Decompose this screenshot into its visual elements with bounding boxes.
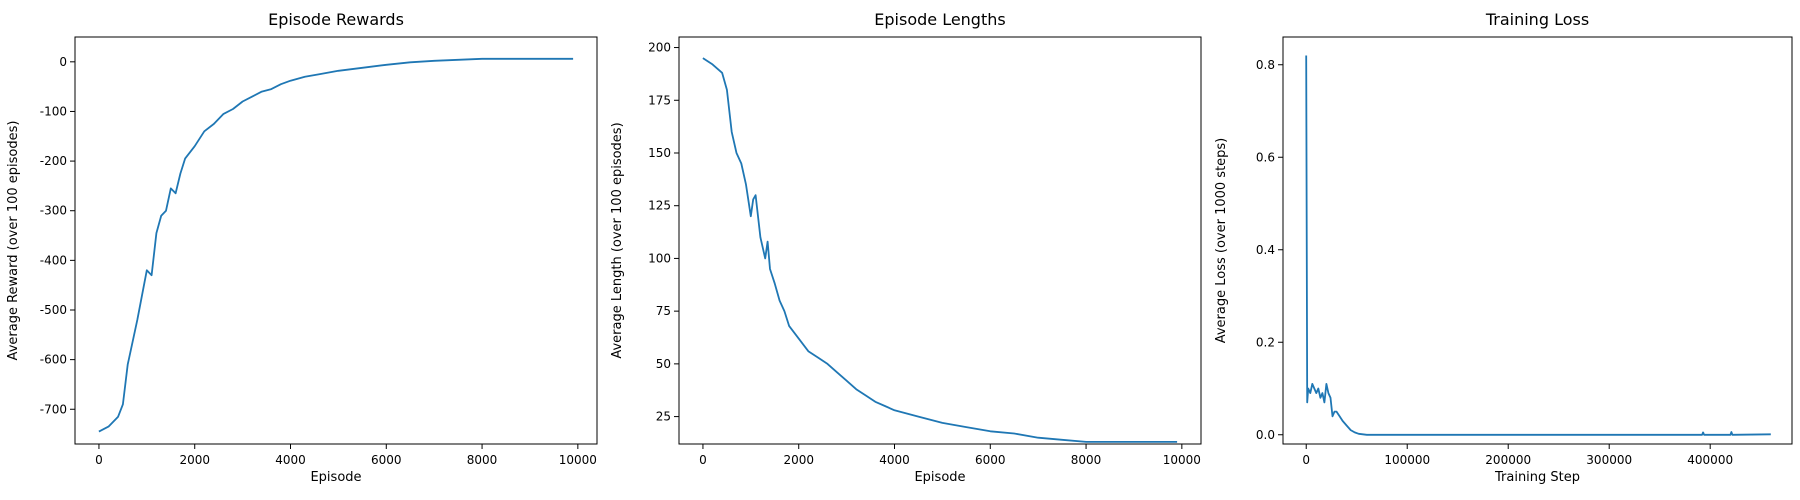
x-tick-label: 2000 [179,453,210,467]
y-tick-label: -400 [40,253,67,267]
y-tick-label: -300 [40,204,67,218]
y-axis-label: Average Length (over 100 episodes) [610,122,625,358]
y-tick-label: 150 [648,146,671,160]
x-tick-label: 100000 [1384,453,1430,467]
series-line-1 [702,57,1178,443]
x-tick-label: 0 [95,453,103,467]
y-tick-label: 200 [648,41,671,55]
x-tick-label: 8000 [1071,453,1102,467]
x-axis-label: Episode [914,470,965,485]
chart-panel-2: Episode Lengths 0 2000 4000 6000 8000 10000 25 5… [610,10,1202,485]
x-tick-label: 10000 [559,453,597,467]
x-tick-label: 400000 [1687,453,1733,467]
y-tick-label: -200 [40,154,67,168]
y-axis-label: Average Loss (over 1000 steps) [1214,138,1229,344]
y-tick-label: 0 [59,55,67,69]
x-tick-label: 4000 [879,453,910,467]
y-tick-label: -500 [40,303,67,317]
series-line-1 [1305,55,1771,436]
y-tick-label: 75 [656,304,671,318]
plot-frame [74,36,598,445]
chart-title: Episode Rewards [268,10,404,29]
y-tick-label: 50 [656,357,671,371]
y-tick-label: -700 [40,402,67,416]
x-tick-label: 2000 [783,453,814,467]
x-tick-label: 300000 [1586,453,1632,467]
y-tick-label: 0.2 [1256,335,1275,349]
x-tick-label: 10000 [1163,453,1201,467]
series-line-1 [98,57,574,433]
plot-frame [1282,36,1793,445]
y-tick-label: 0.0 [1256,428,1275,442]
y-tick-label: 100 [648,251,671,265]
x-axis-label: Episode [310,470,361,485]
chart-panel-1: Episode Rewards 0 2000 4000 6000 8000 10000 -70… [6,10,598,485]
x-tick-label: 200000 [1485,453,1531,467]
plot-frame [678,36,1202,445]
y-tick-label: -100 [40,104,67,118]
y-tick-label: 0.6 [1256,150,1275,164]
y-tick-label: 0.4 [1256,243,1275,257]
x-tick-label: 4000 [275,453,306,467]
x-tick-label: 6000 [975,453,1006,467]
y-tick-label: 25 [656,410,671,424]
chart-title: Training Loss [1485,10,1589,29]
x-tick-label: 0 [699,453,707,467]
x-tick-label: 8000 [467,453,498,467]
chart-title: Episode Lengths [874,10,1005,29]
y-axis-label: Average Reward (over 100 episodes) [6,121,21,361]
y-tick-label: -600 [40,353,67,367]
chart-panel-3: Training Loss 0 100000 200000 300000 400000 0.… [1214,10,1793,485]
x-tick-label: 0 [1302,453,1310,467]
y-tick-label: 0.8 [1256,58,1275,72]
x-axis-label: Training Step [1494,470,1580,485]
y-tick-label: 175 [648,93,671,107]
y-tick-label: 125 [648,199,671,213]
x-tick-label: 6000 [371,453,402,467]
